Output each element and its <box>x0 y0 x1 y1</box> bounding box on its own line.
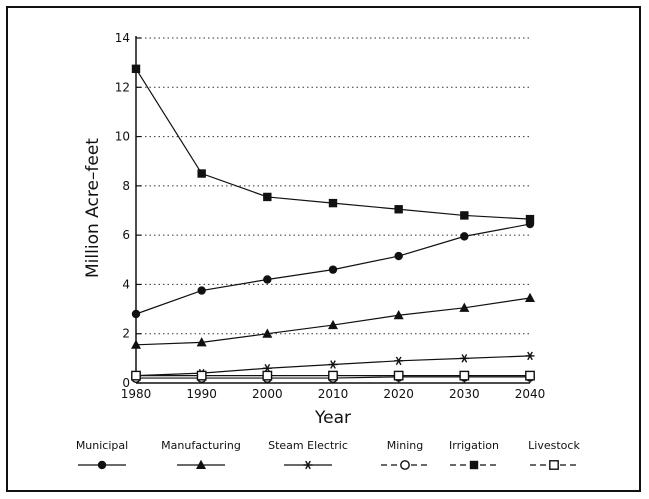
point-irrigation <box>131 64 141 74</box>
legend-label-steam-electric: Steam Electric <box>268 439 348 452</box>
x-tick-label: 2000 <box>252 387 283 401</box>
y-tick-label: 12 <box>115 80 130 94</box>
series-livestock <box>131 370 535 381</box>
legend-marker-steam-electric <box>303 460 313 470</box>
point-livestock <box>262 370 273 381</box>
point-irrigation <box>525 214 535 224</box>
x-tick-label: 1990 <box>186 387 217 401</box>
legend-label-livestock: Livestock <box>528 439 580 452</box>
point-irrigation <box>263 192 272 202</box>
y-tick-label: 14 <box>115 31 130 45</box>
point-steam-electric <box>525 351 535 361</box>
point-manufacturing <box>393 310 404 320</box>
x-axis-title: Year <box>314 408 351 428</box>
point-irrigation <box>328 198 338 208</box>
point-steam-electric <box>328 360 338 369</box>
point-manufacturing <box>459 302 470 312</box>
legend: Municipal Manufacturing Steam Electric Mini… <box>76 439 580 470</box>
legend-label-manufacturing: Manufacturing <box>161 439 241 452</box>
point-manufacturing <box>196 337 207 347</box>
legend-label-municipal: Municipal <box>76 439 128 452</box>
point-manufacturing <box>262 328 273 338</box>
legend-item-municipal: Municipal <box>76 439 128 470</box>
point-irrigation <box>460 211 469 220</box>
y-tick-label: 8 <box>122 179 130 193</box>
series-layer <box>131 64 535 383</box>
series-manufacturing <box>131 292 535 349</box>
point-municipal <box>197 286 206 295</box>
y-tick-label: 6 <box>122 228 130 242</box>
point-irrigation <box>197 169 206 178</box>
legend-item-irrigation: Irrigation <box>449 439 499 470</box>
legend-label-mining: Mining <box>387 439 424 452</box>
axes <box>135 36 531 384</box>
legend-label-irrigation: Irrigation <box>449 439 499 452</box>
legend-marker-livestock <box>549 460 559 470</box>
legend-item-livestock: Livestock <box>528 439 580 470</box>
tick-labels: 0 2 4 6 8 10 12 14 1980 1990 2000 2010 2020 2030 2040 <box>115 31 546 401</box>
point-livestock <box>393 370 404 381</box>
series-irrigation <box>131 64 535 224</box>
point-irrigation <box>394 205 403 214</box>
x-tick-label: 2020 <box>383 387 414 401</box>
point-livestock <box>328 370 338 381</box>
y-tick-label: 2 <box>122 327 130 341</box>
point-municipal <box>131 309 141 319</box>
legend-item-manufacturing: Manufacturing <box>161 439 241 469</box>
point-livestock <box>459 370 470 381</box>
point-municipal <box>328 265 338 274</box>
y-axis-title: Million Acre–feet <box>83 138 103 278</box>
point-livestock <box>131 370 141 381</box>
point-manufacturing <box>328 319 338 330</box>
x-tick-label: 1980 <box>121 387 152 401</box>
point-municipal <box>394 251 403 261</box>
y-tick-label: 4 <box>122 277 130 291</box>
point-livestock <box>525 370 535 381</box>
point-municipal <box>263 275 272 284</box>
legend-marker-irrigation <box>469 460 479 470</box>
point-steam-electric <box>459 354 469 363</box>
series-line-irrigation <box>135 68 531 220</box>
point-livestock <box>196 370 207 381</box>
point-municipal <box>460 232 469 241</box>
legend-marker-municipal <box>97 460 107 470</box>
legend-item-mining: Mining <box>381 439 429 470</box>
y-tick-label: 0 <box>122 376 130 390</box>
x-tick-label: 2030 <box>449 387 480 401</box>
chart-frame: 0 2 4 6 8 10 12 14 1980 1990 2000 2010 2020 2030 2040 … <box>6 6 641 492</box>
series-municipal <box>131 219 535 319</box>
point-steam-electric <box>394 356 404 366</box>
legend-item-steam-electric: Steam Electric <box>268 439 348 470</box>
legend-marker-mining <box>400 460 410 470</box>
point-manufacturing <box>525 292 535 302</box>
x-tick-label: 2010 <box>318 387 349 401</box>
x-tick-label: 2040 <box>515 387 546 401</box>
y-tick-label: 10 <box>115 130 130 144</box>
point-manufacturing <box>131 339 141 349</box>
legend-marker-manufacturing <box>196 459 206 469</box>
grid-lines <box>136 37 530 335</box>
